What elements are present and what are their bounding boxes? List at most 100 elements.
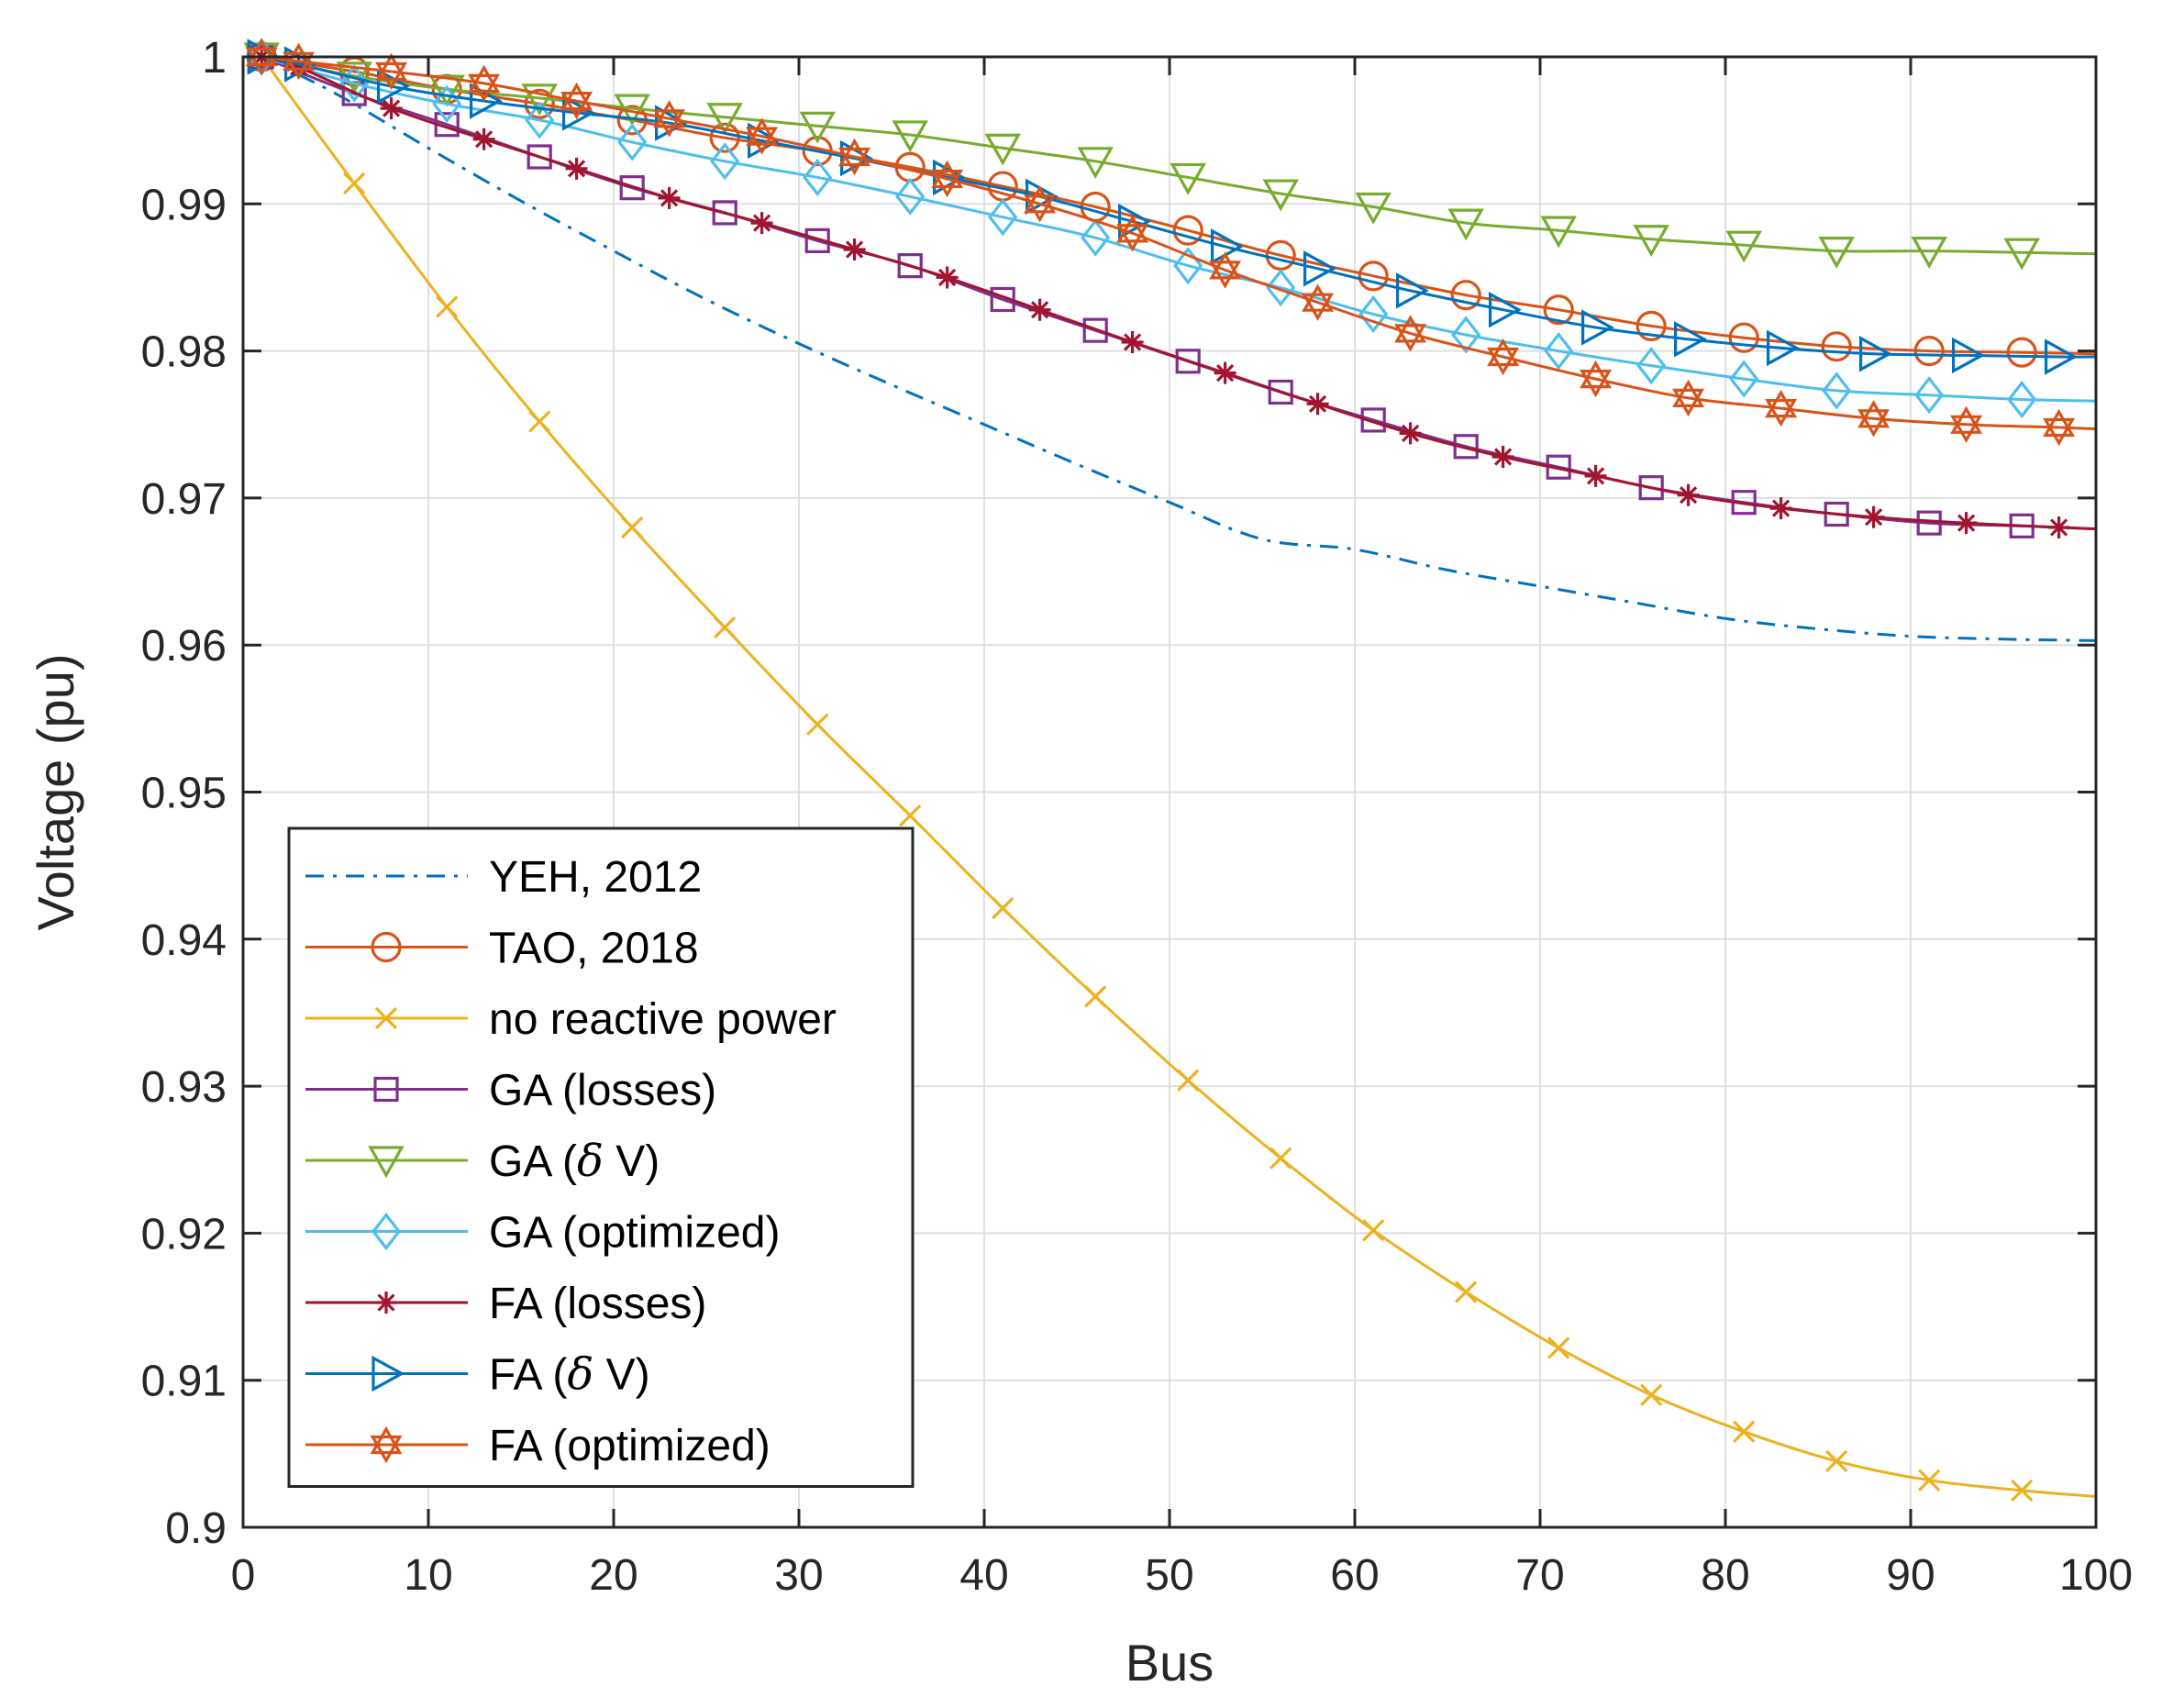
data-point <box>1914 376 1945 415</box>
data-point <box>245 38 278 76</box>
legend-item: no reactive power <box>305 995 837 1044</box>
data-point <box>892 120 928 153</box>
legend-label-part: V) <box>604 1137 660 1186</box>
data-point <box>1725 230 1762 263</box>
data-point <box>931 160 964 198</box>
data-point-part <box>746 127 779 155</box>
data-point <box>617 123 648 161</box>
legend-label: GA (optimized) <box>489 1209 780 1258</box>
data-point <box>2047 516 2070 538</box>
grid <box>243 57 2096 1527</box>
data-point-part <box>1487 347 1520 376</box>
data-point-part <box>653 100 686 128</box>
data-point <box>1911 236 1947 269</box>
legend-item: TAO, 2018 <box>305 925 699 973</box>
data-point <box>1818 236 1855 269</box>
data-point <box>1491 446 1514 469</box>
series-line <box>261 55 2097 431</box>
data-point <box>1117 203 1151 240</box>
data-point <box>936 266 959 289</box>
data-point-part <box>1765 389 1798 418</box>
data-point <box>1636 347 1667 385</box>
data-point <box>1077 147 1114 180</box>
legend-marker <box>375 1292 397 1314</box>
y-tick-label: 0.99 <box>141 181 227 229</box>
data-point <box>1635 310 1667 341</box>
data-point <box>1084 985 1107 1008</box>
data-point <box>621 516 644 539</box>
data-point <box>1821 331 1852 362</box>
ticks: 0 10 20 30 40 50 60 70 80 90 100 0.9 0.91 0.92 0.93 0.9… <box>141 34 2133 1600</box>
data-point <box>1214 361 1236 384</box>
x-tick-label: 70 <box>1515 1551 1564 1600</box>
data-point <box>806 713 829 736</box>
data-point-part <box>746 117 779 146</box>
data-point <box>750 212 773 235</box>
data-point <box>2003 238 2040 271</box>
legend-label-part: V) <box>593 1351 649 1400</box>
series-line <box>261 55 2097 531</box>
data-point <box>1584 464 1607 487</box>
data-point <box>1822 372 1852 410</box>
data-point-part <box>375 52 408 82</box>
x-tick-label: 10 <box>404 1551 452 1600</box>
y-tick-label: 1 <box>202 34 227 83</box>
data-point-part <box>375 61 408 91</box>
legend-label: FA (losses) <box>489 1280 706 1328</box>
data-point <box>1269 1147 1292 1170</box>
data-point <box>1672 379 1705 417</box>
data-point <box>1266 269 1296 307</box>
series-1 <box>261 55 2097 642</box>
data-point <box>1447 208 1484 241</box>
y-tick-label: 0.96 <box>141 622 227 671</box>
data-point <box>527 144 552 170</box>
data-point <box>653 100 686 138</box>
data-point <box>339 64 370 103</box>
data-point <box>565 157 588 180</box>
y-axis-label: Voltage (pu) <box>27 654 84 931</box>
data-point <box>2045 338 2078 375</box>
legend-item: GA (optimized) <box>305 1209 780 1258</box>
data-point <box>1172 215 1203 246</box>
data-point <box>1952 337 1985 374</box>
data-point <box>1302 283 1335 321</box>
series-line <box>261 55 2097 642</box>
data-point <box>1028 298 1051 321</box>
legend-label: no reactive power <box>489 995 837 1044</box>
data-point-part <box>1394 324 1427 352</box>
data-point <box>838 138 871 176</box>
data-point <box>710 142 740 181</box>
legend-label: GA (δ V) <box>489 1136 660 1187</box>
data-point <box>1394 315 1427 352</box>
data-point-part <box>1857 409 1890 438</box>
legend-item: GA (losses) <box>305 1067 716 1115</box>
data-point-part <box>560 91 593 120</box>
data-point <box>561 94 595 131</box>
x-tick-label: 40 <box>959 1551 1008 1600</box>
data-point-part <box>1209 261 1242 289</box>
data-point <box>1024 185 1057 223</box>
data-point-part <box>838 147 871 176</box>
data-point <box>528 410 551 433</box>
legend-label: FA (optimized) <box>489 1422 771 1470</box>
data-point <box>472 128 495 150</box>
data-point <box>1362 1219 1385 1242</box>
data-point <box>1918 1469 1941 1492</box>
data-point-part <box>1672 388 1705 417</box>
data-point <box>468 64 501 103</box>
data-point <box>1209 251 1242 289</box>
legend-item: FA (losses) <box>305 1280 706 1328</box>
data-point-part <box>560 82 593 111</box>
data-point <box>1733 1420 1756 1443</box>
data-point <box>712 200 737 226</box>
data-point <box>803 158 833 197</box>
legend-marker <box>371 931 402 963</box>
y-tick-label: 0.92 <box>141 1210 227 1259</box>
data-point <box>658 186 681 209</box>
data-point <box>375 52 408 91</box>
data-point <box>521 83 558 116</box>
legend-marker <box>370 1425 403 1464</box>
data-point <box>1121 330 1144 353</box>
data-point <box>1170 162 1206 195</box>
legend-label-part: GA ( <box>489 1137 577 1186</box>
